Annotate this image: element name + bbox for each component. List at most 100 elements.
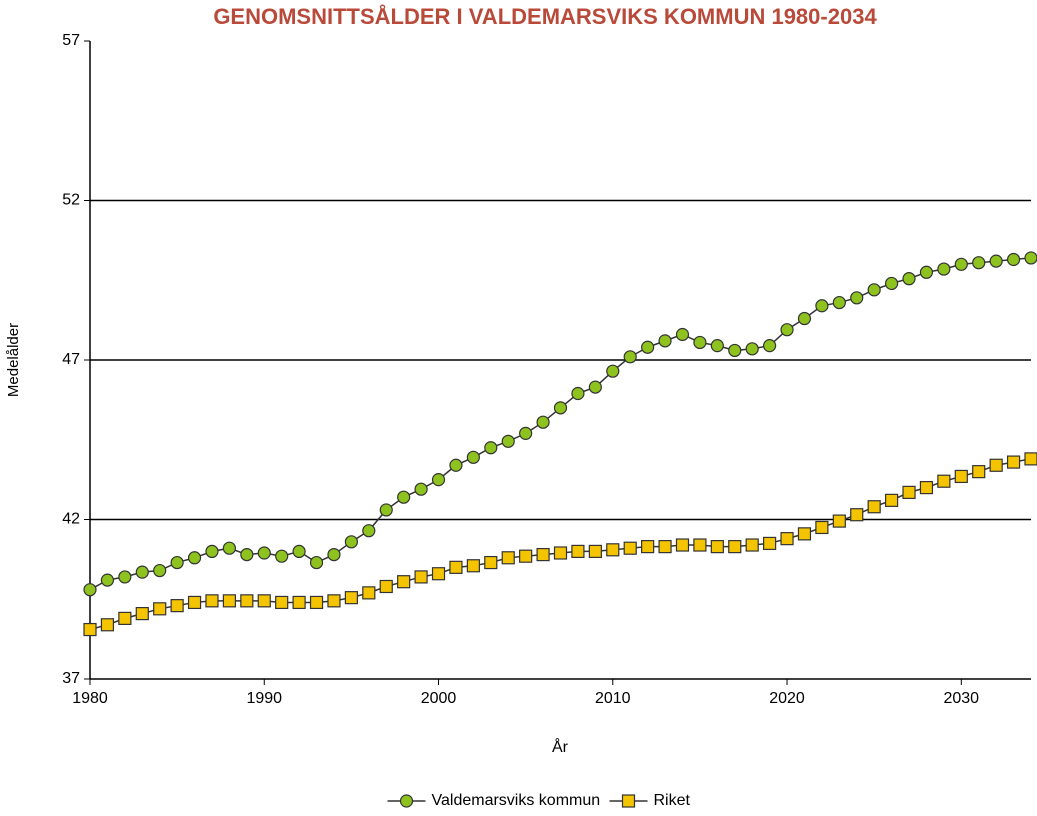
marker [850,291,864,305]
marker [135,607,149,621]
marker [379,503,393,517]
marker [501,551,515,565]
marker [884,493,899,507]
marker [83,583,97,597]
x-tick-label: 2010 [595,690,631,707]
marker [623,350,637,364]
marker [954,469,968,484]
y-tick-label: 37 [62,670,80,687]
marker [83,622,97,637]
marker [414,482,428,496]
marker [118,570,132,584]
marker [832,514,846,528]
marker [414,570,428,584]
marker [902,485,916,499]
marker [710,339,724,353]
marker [780,323,794,337]
marker [466,450,480,464]
marker [815,520,829,535]
marker [815,299,829,313]
marker [606,543,620,557]
marker [240,547,254,562]
marker [327,594,341,608]
marker [484,441,498,455]
marker [710,540,724,554]
marker [170,555,184,570]
marker [187,595,202,610]
marker [362,524,376,538]
legend-label: Valdemarsviks kommun [432,792,601,809]
marker [135,565,149,579]
marker [536,547,550,562]
marker [919,481,934,495]
marker [309,595,324,610]
marker [850,508,864,522]
marker [902,272,916,286]
marker [728,343,742,358]
marker [449,458,463,472]
marker [100,573,115,587]
marker [397,490,411,504]
marker [187,551,202,565]
marker [588,544,602,559]
marker [972,256,986,270]
x-tick-label: 2020 [769,690,805,707]
marker [884,276,899,291]
marker [658,540,672,554]
marker [553,546,568,560]
marker [623,541,637,555]
marker [431,473,446,487]
y-tick-label: 57 [62,32,80,49]
marker [257,594,271,608]
marker [745,342,759,356]
y-tick-label: 42 [62,511,80,528]
legend-marker [621,794,636,808]
marker [484,555,498,570]
marker [100,618,115,632]
marker [344,591,358,605]
y-tick-label: 47 [62,351,80,368]
marker [344,535,358,549]
marker [379,579,393,594]
y-tick-label: 52 [62,192,80,209]
marker [937,262,951,276]
marker [937,474,951,488]
marker [571,386,585,401]
marker [641,540,655,554]
marker [519,549,533,563]
legend-label: Riket [654,792,691,809]
marker [466,559,480,573]
marker [275,549,289,563]
marker [222,541,237,555]
marker [728,540,742,554]
marker [675,327,690,342]
marker [170,599,184,613]
marker [763,536,777,551]
marker [536,415,550,429]
series-line [89,257,1032,591]
marker [1006,455,1021,469]
legend-marker [399,794,414,808]
marker [153,563,167,578]
marker [919,265,934,279]
marker [362,586,376,600]
marker [449,560,463,574]
marker [867,500,881,514]
marker [1024,452,1037,466]
marker [972,465,986,479]
marker [292,544,306,559]
marker [641,340,655,354]
x-tick-label: 1980 [72,690,108,707]
marker [240,594,254,608]
marker [257,546,271,560]
marker [832,295,846,310]
marker [693,335,707,350]
chart-title: GENOMSNITTSÅLDER I VALDEMARSVIKS KOMMUN … [213,3,877,29]
marker [205,544,219,559]
marker [222,594,237,608]
marker [153,602,167,616]
marker [205,594,219,608]
marker [501,434,515,448]
marker [1006,252,1021,267]
